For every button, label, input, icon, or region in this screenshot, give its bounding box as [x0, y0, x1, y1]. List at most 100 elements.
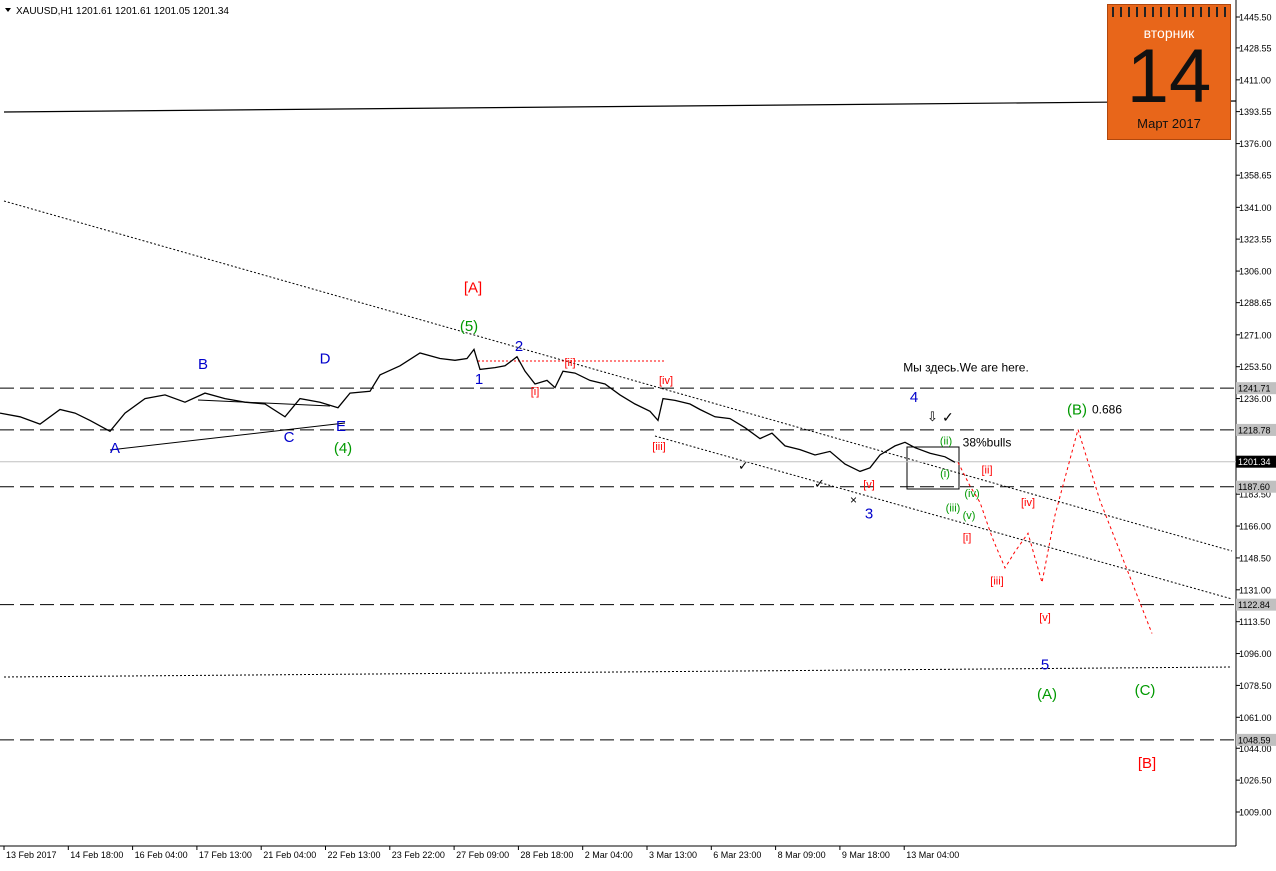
- level-label: 1048.59: [1238, 735, 1271, 745]
- current-price-label: 1201.34: [1238, 457, 1271, 467]
- wave-label: B: [198, 356, 208, 373]
- time-tick-label: 14 Feb 18:00: [70, 850, 123, 860]
- price-tick-label: 1323.55: [1239, 235, 1272, 245]
- wave-labels: [A] (5) 2 1 [ii] [i] [iv] [iii] B D A C E (4) 4 (ii) (i)…: [110, 280, 1156, 772]
- price-tick-label: 1306.00: [1239, 267, 1272, 277]
- wave-label: (4): [334, 440, 352, 457]
- price-tick-label: 1078.50: [1239, 681, 1272, 691]
- price-tick-label: 1358.65: [1239, 171, 1272, 181]
- price-tick-label: 1271.00: [1239, 330, 1272, 340]
- level-label-bg: [1236, 382, 1276, 395]
- level-label: 1241.71: [1238, 384, 1271, 394]
- wave-label: 5: [1041, 657, 1049, 674]
- wave-label: [A]: [464, 280, 482, 297]
- price-axis-ticks: 1445.50 1428.55 1411.00 1393.55 1376.00 1358.…: [1236, 13, 1272, 818]
- wave-label: (A): [1037, 686, 1057, 703]
- price-tick-label: 1026.50: [1239, 776, 1272, 786]
- wave-label: [i]: [963, 532, 972, 544]
- wave-label: [i]: [531, 386, 540, 398]
- level-label-bg: [1236, 480, 1276, 493]
- price-series: [0, 347, 956, 473]
- time-tick-label: 17 Feb 13:00: [199, 850, 252, 860]
- calendar-rings: [1112, 7, 1226, 17]
- annotation-text: 0.686: [1092, 402, 1122, 416]
- upper-channel-line: [3, 200, 1233, 552]
- wave-label: 1: [475, 371, 483, 388]
- price-tick-label: 1445.50: [1239, 13, 1272, 23]
- time-tick-label: 6 Mar 23:00: [713, 850, 761, 860]
- price-tick-label: 1183.50: [1239, 490, 1271, 500]
- calendar-day: 14: [1126, 34, 1212, 119]
- wave-label: 4: [910, 389, 918, 406]
- wave-label: [iv]: [1021, 497, 1035, 509]
- forecast-series: [957, 427, 1153, 634]
- time-tick-label: 27 Feb 09:00: [456, 850, 509, 860]
- checkmark-1: ✓: [738, 458, 749, 473]
- time-tick-label: 8 Mar 09:00: [778, 850, 826, 860]
- level-label-bg: [1236, 733, 1276, 746]
- time-tick-label: 13 Feb 2017: [6, 850, 57, 860]
- horizontal-levels: [0, 387, 1236, 741]
- price-tick-label: 1428.55: [1239, 43, 1272, 53]
- level-label-bg: [1236, 423, 1276, 436]
- wave-label: C: [284, 429, 295, 446]
- level-label-bg: [1236, 598, 1276, 611]
- plot-background: [0, 0, 1236, 846]
- price-tick-label: 1166.00: [1239, 522, 1271, 532]
- wave-label: (iv): [964, 488, 979, 500]
- triangle-upper-line: [197, 399, 331, 407]
- wave-label: (v): [963, 510, 976, 522]
- wave-label: [v]: [863, 479, 875, 491]
- annotation-text: 38%bulls: [963, 435, 1012, 449]
- wave-label: (B): [1067, 402, 1087, 419]
- annotations: Мы здесь.We are here. 0.686 38%bulls: [903, 361, 1122, 450]
- price-level-labels: 1241.71 1218.78 1187.60 1122.84 1048.59 1201.…: [1236, 382, 1276, 746]
- time-tick-label: 16 Feb 04:00: [135, 850, 188, 860]
- down-arrow-icon: ⇩: [927, 409, 938, 424]
- wave-label: [iv]: [659, 375, 673, 387]
- price-tick-label: 1253.50: [1239, 362, 1272, 372]
- wave-label: (ii): [940, 435, 952, 447]
- wave-label: 2: [515, 338, 523, 355]
- price-tick-label: 1236.00: [1239, 394, 1272, 404]
- time-tick-label: 23 Feb 22:00: [392, 850, 445, 860]
- long-term-trendline: [3, 100, 1237, 113]
- bottom-channel-line: [3, 666, 1233, 678]
- current-zone-box: [906, 446, 960, 490]
- time-tick-label: 13 Mar 04:00: [906, 850, 959, 860]
- level-label: 1122.84: [1238, 600, 1270, 610]
- wave-label: A: [110, 440, 120, 457]
- wave-label: [ii]: [982, 464, 993, 476]
- wave-label: [B]: [1138, 755, 1156, 772]
- wave-label: 3: [865, 506, 873, 523]
- time-tick-label: 28 Feb 18:00: [520, 850, 573, 860]
- price-tick-label: 1376.00: [1239, 139, 1272, 149]
- wave-label: (5): [460, 318, 478, 335]
- wave-label: E: [336, 418, 346, 435]
- price-tick-label: 1411.00: [1239, 75, 1271, 85]
- price-tick-label: 1288.65: [1239, 298, 1272, 308]
- time-axis-ticks: 13 Feb 2017 14 Feb 18:00 16 Feb 04:00 17 Fe…: [3, 846, 959, 860]
- wave-label: [iii]: [990, 576, 1003, 588]
- wave-label: (iii): [946, 503, 961, 515]
- wave-label: (i): [940, 468, 950, 480]
- triangle-lower-line: [109, 422, 346, 451]
- time-tick-label: 3 Mar 13:00: [649, 850, 697, 860]
- symbol-info: XAUUSD,H1 1201.61 1201.61 1201.05 1201.3…: [16, 6, 229, 17]
- wave-label: (C): [1135, 682, 1156, 699]
- price-tick-label: 1148.50: [1239, 553, 1271, 563]
- wave-label: D: [320, 351, 331, 368]
- time-tick-label: 2 Mar 04:00: [585, 850, 633, 860]
- price-tick-label: 1393.55: [1239, 107, 1272, 117]
- time-tick-label: 21 Feb 04:00: [263, 850, 316, 860]
- calendar-widget: вторник 14 Март 2017: [1107, 4, 1231, 140]
- symbol-dropdown-icon[interactable]: [5, 8, 11, 12]
- checkmark-icon: ✓: [942, 409, 954, 425]
- time-tick-label: 22 Feb 13:00: [328, 850, 381, 860]
- price-tick-label: 1096.00: [1239, 649, 1272, 659]
- current-price-bg: [1236, 455, 1276, 468]
- calendar-weekday: вторник: [1143, 25, 1195, 41]
- wave-label: [v]: [1039, 612, 1051, 624]
- wave-label: [iii]: [652, 441, 665, 453]
